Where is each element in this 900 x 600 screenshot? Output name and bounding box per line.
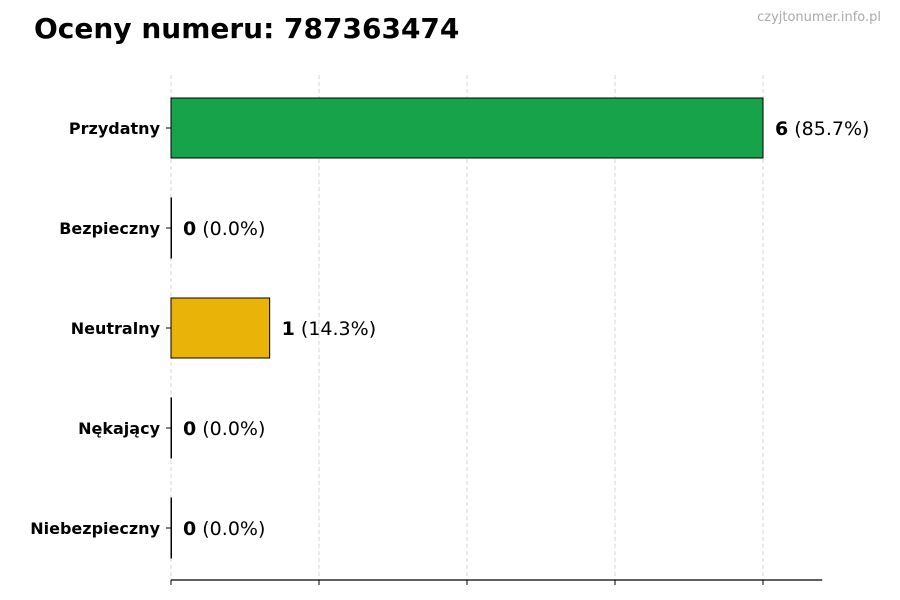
data-label: 0 (0.0%) <box>183 418 265 440</box>
watermark: czyjtonumer.info.pl <box>757 10 881 25</box>
y-tick-label: Przydatny <box>69 119 161 138</box>
data-label-pct: (85.7%) <box>788 118 869 140</box>
bar <box>170 497 172 559</box>
data-label-pct: (0.0%) <box>196 518 265 540</box>
bar <box>170 197 172 259</box>
y-tick-label: Neutralny <box>71 319 161 338</box>
data-label: 0 (0.0%) <box>183 218 265 240</box>
data-label-count: 6 <box>775 118 788 140</box>
data-label: 1 (14.3%) <box>282 318 376 340</box>
data-label-count: 1 <box>282 318 295 340</box>
data-label-count: 0 <box>183 418 196 440</box>
data-label-pct: (14.3%) <box>295 318 376 340</box>
data-label-pct: (0.0%) <box>196 418 265 440</box>
bar <box>170 97 764 159</box>
y-tick-label: Bezpieczny <box>59 219 160 238</box>
y-tick-label: Nękający <box>78 419 160 438</box>
data-label-pct: (0.0%) <box>196 218 265 240</box>
bar <box>170 397 172 459</box>
data-label-count: 0 <box>183 218 196 240</box>
data-label-count: 0 <box>183 518 196 540</box>
data-label: 6 (85.7%) <box>775 118 869 140</box>
data-label: 0 (0.0%) <box>183 518 265 540</box>
y-tick-label: Niebezpieczny <box>30 519 160 538</box>
bar <box>170 297 271 359</box>
chart-title: Oceny numeru: 787363474 <box>34 12 460 45</box>
